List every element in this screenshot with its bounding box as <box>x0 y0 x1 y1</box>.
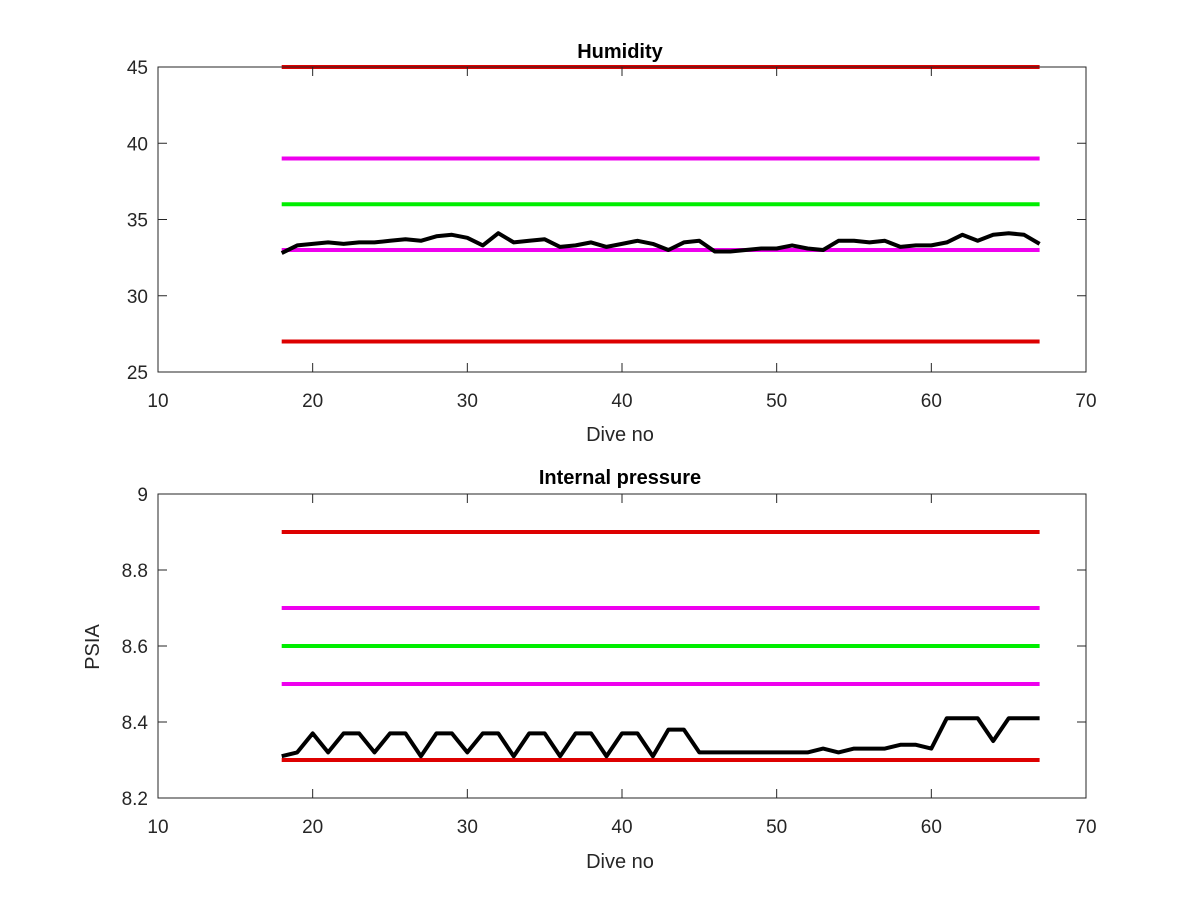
x-tick-label-internal-pressure-4: 50 <box>766 817 787 838</box>
chart-title-humidity: Humidity <box>577 41 663 63</box>
x-tick-label-internal-pressure-6: 70 <box>1075 817 1096 838</box>
y-tick-label-humidity-1: 30 <box>127 287 148 308</box>
y-tick-label-internal-pressure-0: 8.2 <box>122 789 148 810</box>
plot-area-humidity: 10 20 30 40 50 60 70 25 30 35 40 45 <box>127 58 1097 412</box>
x-tick-label-humidity-1: 20 <box>302 391 323 412</box>
x-tick-label-humidity-6: 70 <box>1075 391 1096 412</box>
x-tick-label-internal-pressure-0: 10 <box>147 817 168 838</box>
y-tick-label-humidity-3: 40 <box>127 134 148 155</box>
y-tick-label-internal-pressure-3: 8.8 <box>122 561 148 582</box>
subplot-humidity: Humidity 10 20 30 40 50 60 70 25 30 35 40 45 Dive n… <box>127 41 1097 446</box>
x-axis-label-humidity: Dive no <box>586 424 654 446</box>
subplot-internal-pressure: Internal pressure 10 20 30 40 50 60 70 8.2 8.4 8.… <box>82 467 1097 873</box>
y-tick-label-internal-pressure-2: 8.6 <box>122 637 148 658</box>
y-tick-label-internal-pressure-1: 8.4 <box>122 713 149 734</box>
x-tick-label-internal-pressure-2: 30 <box>457 817 478 838</box>
x-tick-label-humidity-3: 40 <box>611 391 632 412</box>
y-tick-label-internal-pressure-4: 9 <box>137 485 148 506</box>
x-tick-label-humidity-2: 30 <box>457 391 478 412</box>
y-tick-label-humidity-0: 25 <box>127 363 148 384</box>
series-line-humidity-5 <box>280 231 1041 255</box>
x-tick-label-humidity-0: 10 <box>147 391 168 412</box>
series-line-internal-pressure-5 <box>281 716 1040 759</box>
x-tick-label-internal-pressure-5: 60 <box>921 817 942 838</box>
y-axis-label-internal-pressure: PSIA <box>82 624 104 670</box>
chart-title-internal-pressure: Internal pressure <box>539 467 701 489</box>
x-axis-label-internal-pressure: Dive no <box>586 851 654 873</box>
x-tick-label-humidity-4: 50 <box>766 391 787 412</box>
plot-area-internal-pressure: 10 20 30 40 50 60 70 8.2 8.4 8.6 8.8 9 <box>122 485 1097 838</box>
x-tick-label-internal-pressure-1: 20 <box>302 817 323 838</box>
x-tick-label-internal-pressure-3: 40 <box>611 817 632 838</box>
x-tick-label-humidity-5: 60 <box>921 391 942 412</box>
y-tick-label-humidity-2: 35 <box>127 211 148 232</box>
y-tick-label-humidity-4: 45 <box>127 58 148 79</box>
